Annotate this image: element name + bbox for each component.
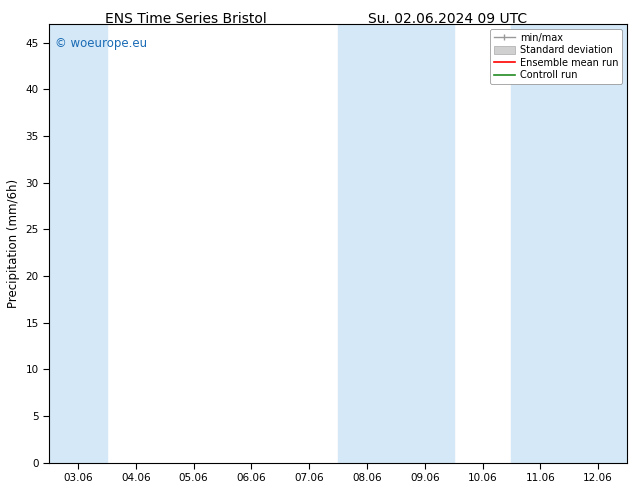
Bar [512,24,627,463]
Bar [338,24,454,463]
Text: ENS Time Series Bristol: ENS Time Series Bristol [105,12,266,26]
Bar [49,24,107,463]
Text: © woeurope.eu: © woeurope.eu [55,37,147,50]
Text: Su. 02.06.2024 09 UTC: Su. 02.06.2024 09 UTC [368,12,527,26]
Y-axis label: Precipitation (mm/6h): Precipitation (mm/6h) [7,179,20,308]
Legend: min/max, Standard deviation, Ensemble mean run, Controll run: min/max, Standard deviation, Ensemble me… [489,29,622,84]
